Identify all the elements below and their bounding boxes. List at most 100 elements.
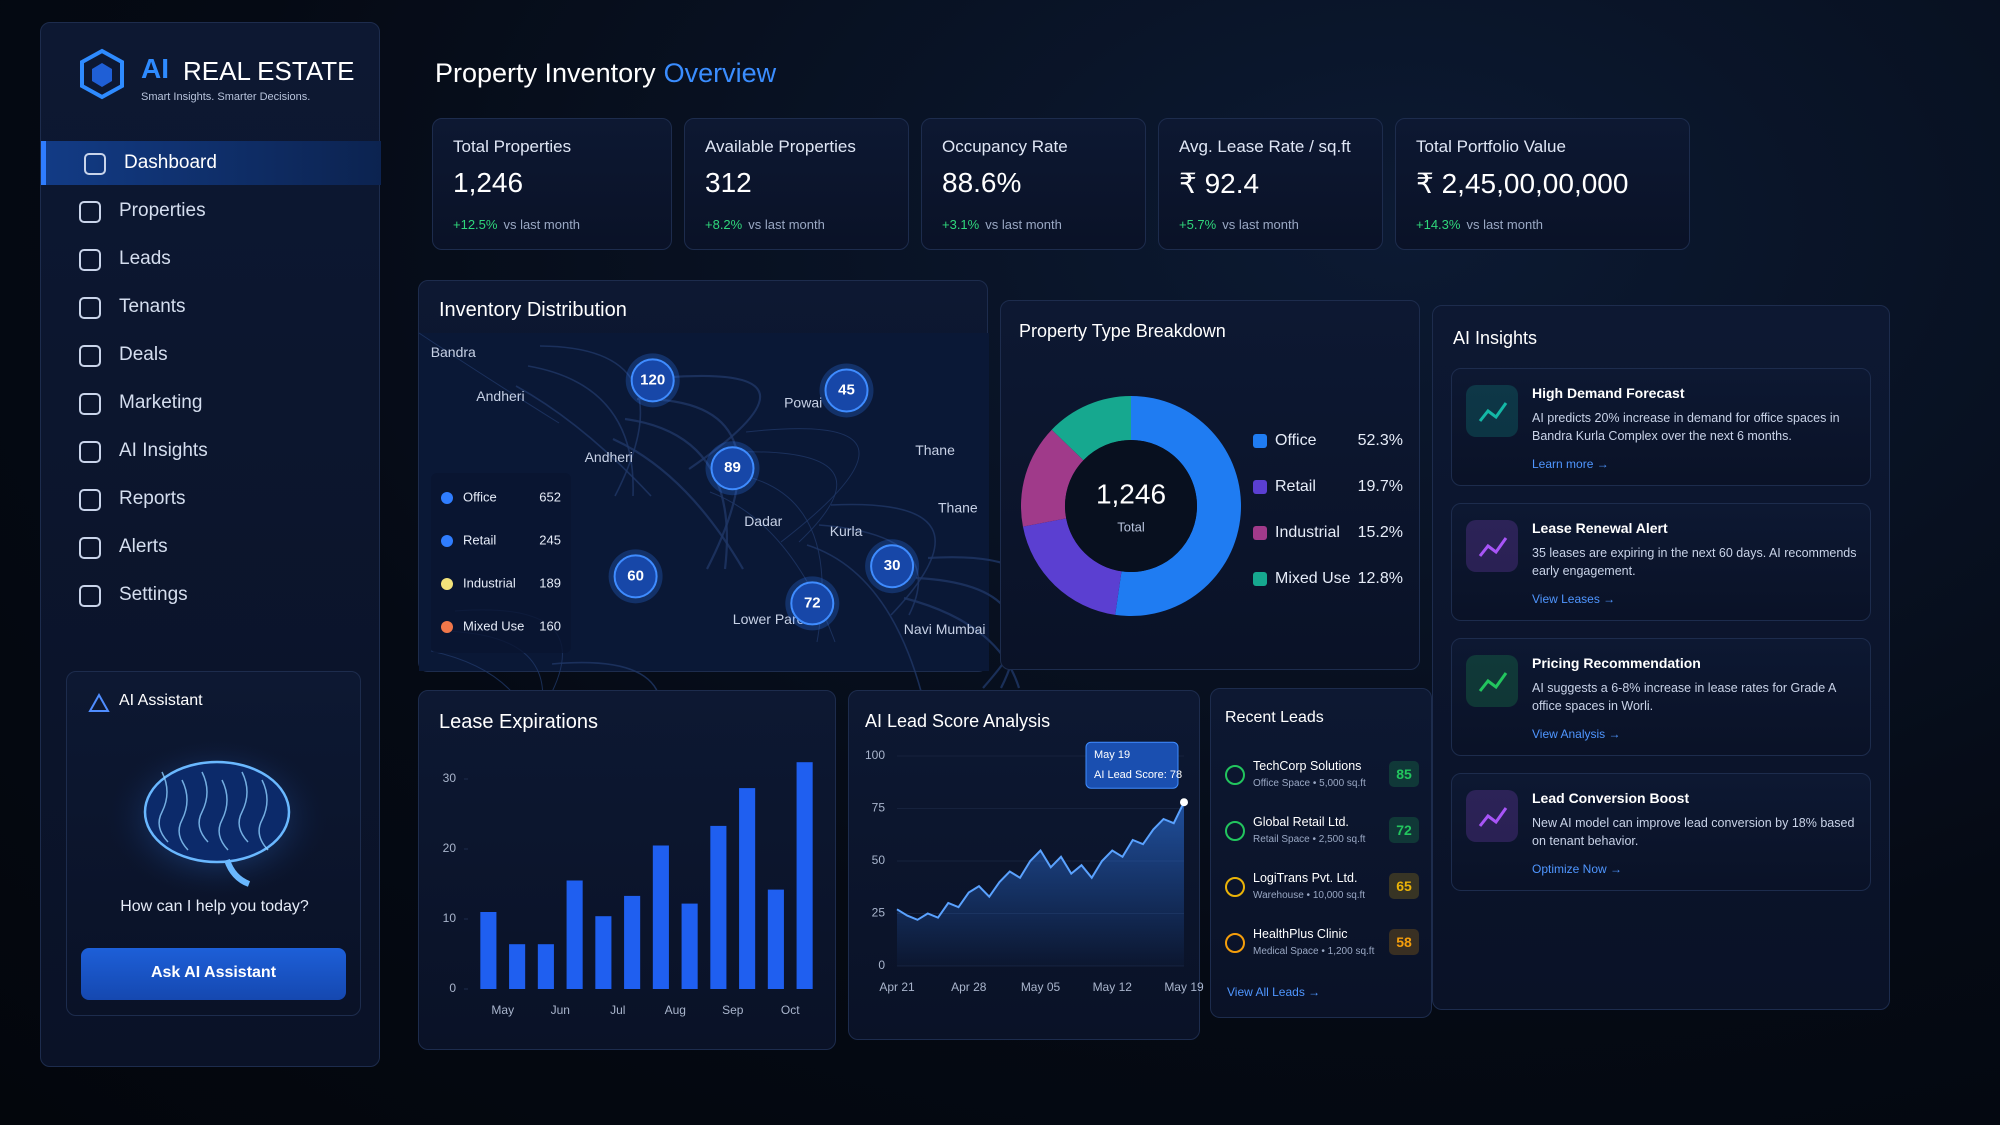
brain-fold: [238, 771, 249, 843]
brain-fold: [218, 779, 229, 851]
tooltip-date: May 19: [1094, 749, 1130, 761]
nav-label: Alerts: [119, 536, 168, 557]
logo-ai: AI: [141, 53, 169, 84]
assistant-prompt: How can I help you today?: [120, 898, 309, 915]
legend-name: Industrial: [463, 575, 516, 590]
cluster-label: 89: [724, 459, 741, 476]
graphic: [79, 489, 101, 511]
card-title: Property Type Breakdown: [1019, 321, 1226, 341]
y-tick-label: 30: [443, 771, 457, 785]
card-title: Inventory Distribution: [439, 299, 627, 321]
cluster-label: 120: [640, 371, 665, 388]
logo-name: REAL ESTATE: [183, 56, 355, 86]
nav-icon: [79, 441, 101, 463]
graphic: [1466, 385, 1518, 437]
y-tick-label: 20: [443, 841, 457, 855]
lead-icon: [1225, 821, 1245, 841]
insight-link[interactable]: View Leases →: [1532, 592, 1616, 606]
brain-stem: [224, 858, 251, 887]
assistant-button-label: Ask AI Assistant: [150, 964, 277, 981]
nav-icon: [79, 393, 101, 415]
card-link[interactable]: View All Leads →: [1227, 985, 1321, 999]
map-place: Thane: [938, 499, 978, 515]
nav-label: Properties: [119, 200, 206, 221]
graphic: 1,246 Total Office 52.3% Retail 19.7% Industri…: [1021, 396, 1403, 616]
insight-icon-bg: [1466, 520, 1518, 572]
legend-value: 160: [539, 618, 561, 633]
nav-item[interactable]: Leads: [41, 237, 381, 281]
map-road: [636, 397, 740, 570]
nav-item[interactable]: Deals: [41, 333, 381, 377]
graphic: [84, 153, 106, 175]
nav-item[interactable]: Tenants: [41, 285, 381, 329]
cluster-marker: [613, 554, 658, 599]
bar: [739, 788, 756, 989]
legend-value: 189: [539, 575, 561, 590]
recent-leads-card: Recent Leads TechCorp Solutions Office Spa…: [1210, 688, 1432, 1018]
nav-label: Leads: [119, 248, 171, 269]
tooltip-text: AI Lead Score: 78: [1094, 769, 1182, 781]
x-tick-label: Sep: [722, 1003, 744, 1017]
insight-title: Lease Renewal Alert: [1532, 520, 1668, 536]
nav-item[interactable]: Marketing: [41, 381, 381, 425]
bar: [624, 895, 641, 989]
kpi-label: Occupancy Rate: [942, 137, 1068, 156]
cluster-label: 72: [804, 594, 821, 611]
insight-icon: [1478, 807, 1508, 827]
nav-item[interactable]: Settings: [41, 573, 381, 617]
assistant-button[interactable]: Ask AI Assistant: [81, 948, 346, 1000]
map-place: Bandra: [431, 344, 476, 360]
graphic: [79, 297, 101, 319]
legend-value: 52.3%: [1358, 432, 1403, 449]
lead-row[interactable]: HealthPlus Clinic Medical Space • 1,200 s…: [1219, 919, 1425, 967]
insight-link[interactable]: View Analysis →: [1532, 727, 1621, 741]
nav-icon: [79, 201, 101, 223]
insight-title: High Demand Forecast: [1532, 385, 1685, 401]
nav-item[interactable]: Alerts: [41, 525, 381, 569]
insight-link[interactable]: Learn more →: [1532, 457, 1609, 471]
lead-row[interactable]: TechCorp Solutions Office Space • 5,000 s…: [1219, 751, 1425, 799]
kpi-label: Total Properties: [453, 137, 572, 156]
x-tick-label: Apr 21: [879, 980, 915, 994]
legend-name: Mixed Use: [1275, 570, 1351, 587]
insight-text: AI predicts 20% increase in demand for o…: [1532, 411, 1840, 443]
nav-item[interactable]: Properties: [41, 189, 381, 233]
map-road: [830, 503, 936, 616]
lead-row[interactable]: Global Retail Ltd. Retail Space • 2,500 s…: [1219, 807, 1425, 855]
x-tick-label: Jul: [610, 1003, 625, 1017]
legend-dot: [441, 578, 453, 590]
x-tick-label: Oct: [781, 1003, 800, 1017]
y-tick-label: 50: [872, 853, 886, 867]
nav-item[interactable]: Reports: [41, 477, 381, 521]
x-tick-label: May: [491, 1003, 514, 1017]
lead-name: Global Retail Ltd.: [1253, 815, 1349, 829]
graphic: [1225, 877, 1245, 897]
insight-text: 35 leases are expiring in the next 60 da…: [1532, 546, 1857, 578]
legend-swatch: [1253, 526, 1267, 540]
kpi-value: 88.6%: [942, 167, 1022, 198]
nav-item[interactable]: Dashboard: [41, 141, 381, 185]
cluster-marker: [824, 368, 869, 413]
insight-text: New AI model can improve lead conversion…: [1532, 816, 1855, 848]
lead-icon: [1225, 765, 1245, 785]
y-tick-label: 100: [865, 748, 885, 762]
map-road: [515, 385, 652, 497]
bar: [537, 944, 554, 989]
page-title: Property Inventory Overview: [435, 58, 776, 89]
nav-icon: [79, 249, 101, 271]
map-place: Andheri: [585, 449, 633, 465]
nav-item[interactable]: AI Insights: [41, 429, 381, 473]
lead-name: LogiTrans Pvt. Ltd.: [1253, 871, 1358, 885]
kpi-card: Available Properties 312 +8.2% vs last mont…: [684, 118, 909, 250]
legend-name: Retail: [463, 532, 496, 547]
insight-link[interactable]: Optimize Now →: [1532, 862, 1623, 876]
graphic: [79, 537, 101, 559]
kpi-change: +8.2% vs last month: [705, 217, 825, 232]
kpi-value: 312: [705, 167, 752, 198]
map-road: [903, 596, 1021, 689]
lead-row[interactable]: LogiTrans Pvt. Ltd. Warehouse • 10,000 sq…: [1219, 863, 1425, 911]
kpi-value: ₹ 2,45,00,00,000: [1416, 168, 1629, 199]
graphic: [79, 249, 101, 271]
logo-tagline: Smart Insights. Smarter Decisions.: [141, 91, 311, 103]
lead-icon: [1225, 933, 1245, 953]
